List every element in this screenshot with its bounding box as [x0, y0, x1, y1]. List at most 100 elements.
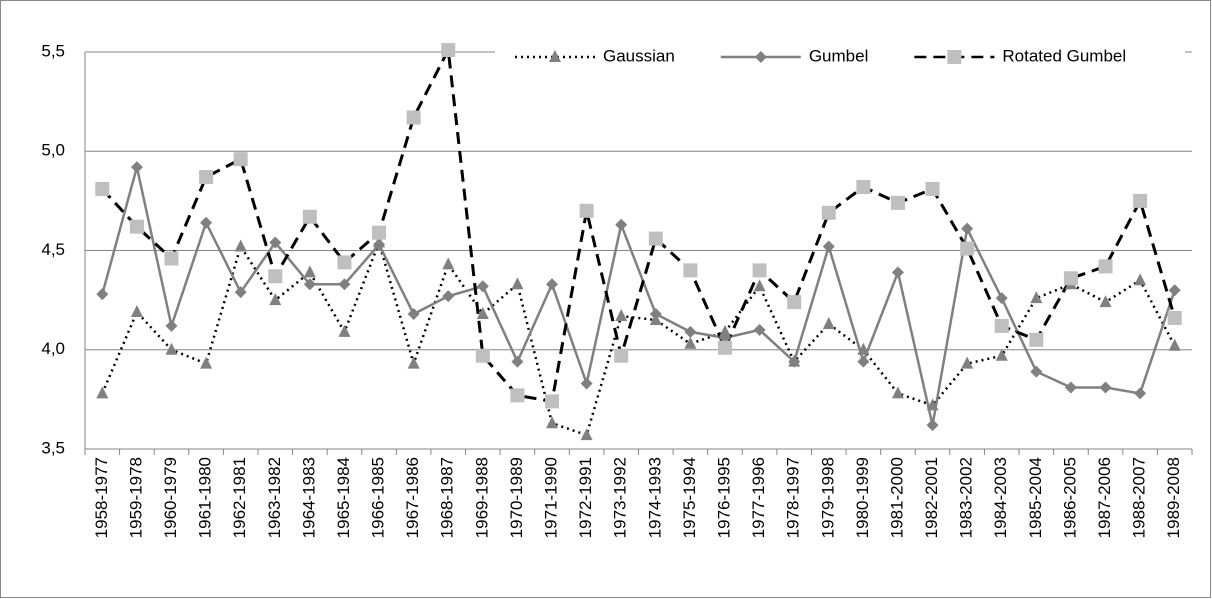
data-point — [407, 356, 420, 369]
data-point — [337, 255, 352, 270]
data-point — [822, 240, 835, 253]
data-point — [442, 290, 455, 303]
data-point — [510, 388, 525, 403]
data-point — [475, 348, 490, 363]
data-point — [995, 292, 1008, 305]
data-point — [788, 355, 801, 368]
data-point — [891, 386, 904, 399]
x-tick-label: 1962-1981 — [230, 457, 249, 538]
data-point — [925, 181, 940, 196]
series-line — [101, 44, 1177, 404]
data-point — [1168, 338, 1181, 351]
data-point — [1098, 259, 1113, 274]
data-point — [1168, 284, 1181, 297]
x-tick-label: 1985-2004 — [1026, 457, 1045, 538]
data-point — [302, 209, 317, 224]
data-point — [406, 110, 421, 125]
data-point — [373, 238, 386, 251]
data-point — [753, 279, 766, 292]
data-point — [165, 342, 178, 355]
data-point — [1099, 295, 1112, 308]
x-tick-label: 1986-2005 — [1060, 457, 1079, 538]
data-point — [856, 179, 871, 194]
x-tick-label: 1978-1997 — [784, 457, 803, 538]
data-point — [476, 280, 489, 293]
x-tick-label: 1963-1982 — [265, 457, 284, 538]
data-point — [580, 428, 593, 441]
data-point — [614, 348, 629, 363]
data-point — [511, 277, 524, 290]
data-point — [1167, 310, 1182, 325]
data-point — [648, 231, 663, 246]
data-point — [441, 43, 456, 58]
x-tick-label: 1975-1994 — [680, 457, 699, 538]
data-point — [338, 324, 351, 337]
data-point — [546, 416, 559, 429]
legend-box — [495, 36, 1185, 78]
legend-label: Gumbel — [809, 46, 869, 65]
data-point — [407, 308, 420, 321]
data-point — [683, 263, 698, 278]
data-point — [649, 308, 662, 321]
x-tick-label: 1967-1986 — [403, 457, 422, 538]
data-point — [995, 348, 1008, 361]
y-tick-label: 3,5 — [41, 438, 65, 457]
data-point — [857, 342, 870, 355]
y-tick-label: 4,5 — [41, 240, 65, 259]
legend-label: Gaussian — [603, 46, 675, 65]
data-point — [338, 278, 351, 291]
x-tick-label: 1959-1978 — [126, 457, 145, 538]
data-point — [511, 355, 524, 368]
x-tick-label: 1964-1983 — [299, 457, 318, 538]
data-point — [684, 336, 697, 349]
data-point — [857, 355, 870, 368]
x-tick-label: 1976-1995 — [714, 457, 733, 538]
data-point — [718, 324, 731, 337]
data-point — [303, 265, 316, 278]
x-tick-label: 1977-1996 — [749, 457, 768, 538]
data-point — [233, 152, 248, 167]
data-point — [1133, 193, 1148, 208]
data-point — [890, 195, 905, 210]
x-tick-label: 1982-2001 — [922, 457, 941, 538]
data-point — [546, 278, 559, 291]
data-point — [200, 356, 213, 369]
legend-label: Rotated Gumbel — [1002, 46, 1126, 65]
x-tick-label: 1981-2000 — [887, 457, 906, 538]
data-point — [129, 219, 144, 234]
legend-marker — [947, 50, 962, 64]
data-point — [717, 340, 732, 355]
data-point — [579, 203, 594, 218]
x-tick-label: 1971-1990 — [542, 457, 561, 538]
x-tick-label: 1979-1998 — [818, 457, 837, 538]
x-tick-label: 1966-1985 — [369, 457, 388, 538]
data-point — [476, 307, 489, 320]
data-point — [1063, 271, 1078, 286]
data-point — [821, 205, 836, 220]
data-point — [822, 316, 835, 329]
data-point — [1134, 387, 1147, 400]
series-line — [101, 166, 1176, 426]
x-tick-label: 1969-1988 — [472, 457, 491, 538]
data-point — [926, 398, 939, 411]
data-point — [926, 419, 939, 432]
data-point — [130, 161, 143, 174]
data-point — [960, 241, 975, 256]
data-point — [1099, 381, 1112, 394]
x-tick-label: 1965-1984 — [334, 457, 353, 538]
x-tick-label: 1958-1977 — [92, 457, 111, 538]
data-point — [164, 251, 179, 266]
data-point — [165, 319, 178, 332]
data-point — [442, 257, 455, 270]
data-point — [268, 269, 283, 284]
data-point — [580, 377, 593, 390]
data-point — [303, 278, 316, 291]
data-point — [994, 318, 1009, 333]
data-point — [615, 218, 628, 231]
data-point — [753, 323, 766, 336]
data-point — [1030, 365, 1043, 378]
data-point — [96, 386, 109, 399]
data-point — [752, 263, 767, 278]
y-tick-label: 5,5 — [41, 41, 65, 60]
